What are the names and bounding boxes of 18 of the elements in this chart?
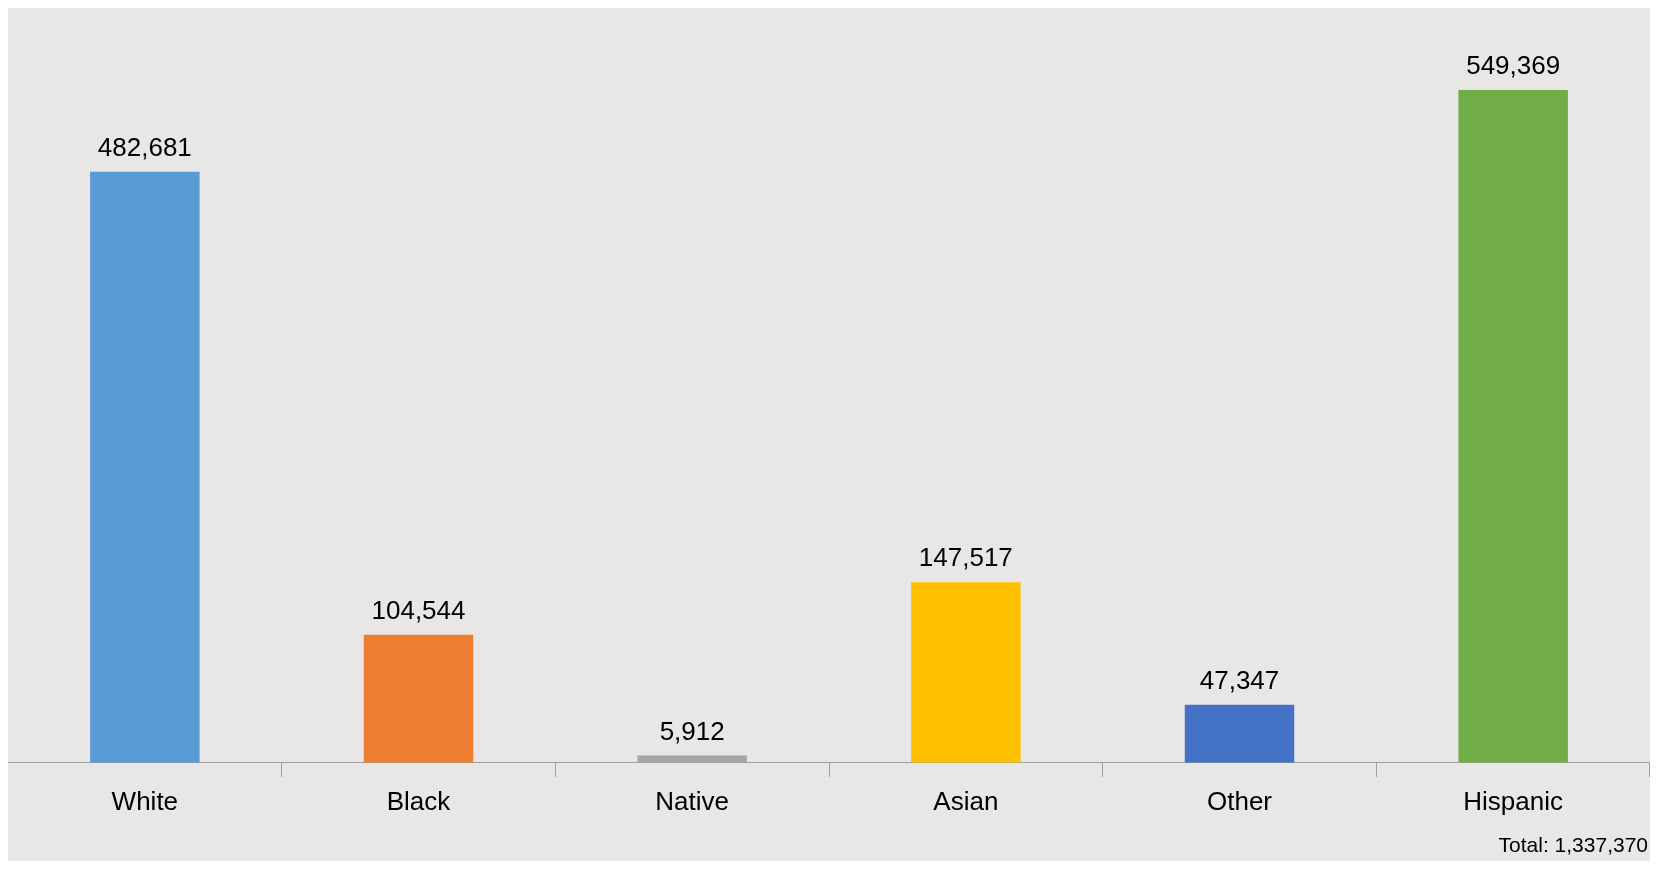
text: Total: 1,337,370 <box>1498 833 1648 857</box>
x-tick-label: Black <box>386 785 452 816</box>
x-tick-label: Other <box>1206 785 1273 816</box>
data-label: 47,347 <box>1199 664 1280 695</box>
data-label: 549,369 <box>1466 50 1561 81</box>
bar <box>1184 704 1295 763</box>
data-label: 5,912 <box>659 715 725 746</box>
x-tick-label: Hispanic <box>1463 785 1564 816</box>
bar <box>363 634 474 763</box>
x-tick-label: Asian <box>933 785 999 816</box>
bar <box>911 582 1021 763</box>
x-tick-label: Native <box>655 785 730 816</box>
data-label: 104,544 <box>371 594 466 625</box>
x-tick-label: White <box>111 785 179 816</box>
data-label: 147,517 <box>918 542 1013 573</box>
bar <box>90 171 200 763</box>
data-label: 482,681 <box>97 131 192 162</box>
bar <box>1458 90 1568 763</box>
